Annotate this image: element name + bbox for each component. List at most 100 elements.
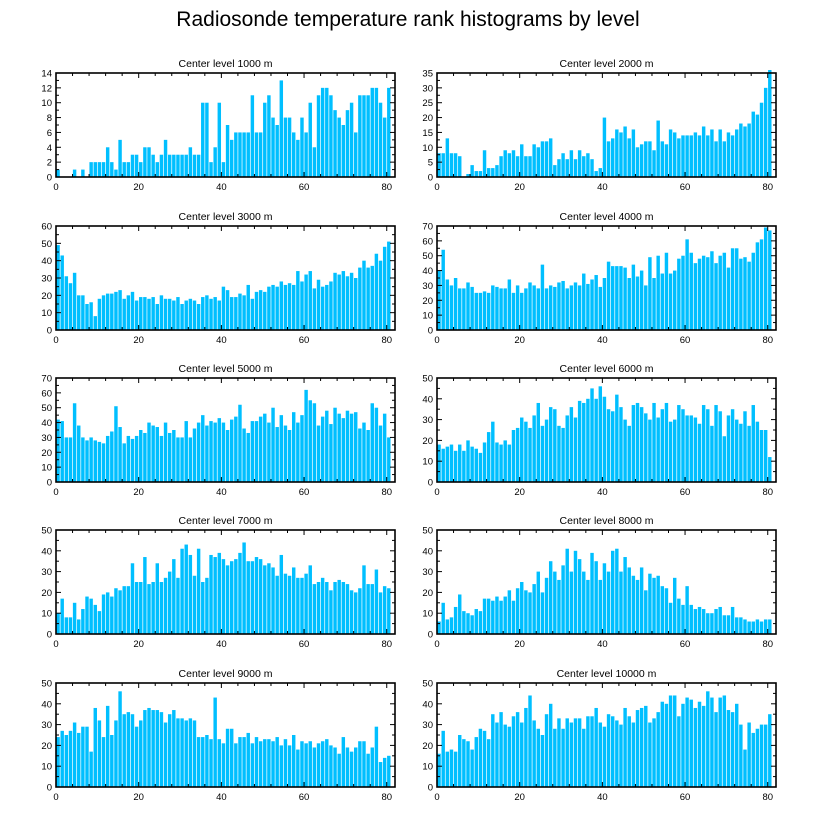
histogram-bar bbox=[225, 125, 230, 177]
histogram-bar bbox=[316, 743, 321, 787]
x-tick-label: 60 bbox=[299, 792, 310, 803]
histogram-bar bbox=[176, 718, 180, 787]
histogram-bar bbox=[196, 737, 201, 787]
histogram-bar bbox=[279, 554, 284, 634]
histogram-bar bbox=[528, 695, 532, 787]
histogram-bar bbox=[499, 444, 503, 482]
histogram-bar bbox=[316, 425, 321, 482]
histogram-bar bbox=[234, 743, 238, 787]
histogram-bar bbox=[615, 720, 619, 787]
histogram-bar bbox=[768, 619, 772, 634]
x-tick-label: 20 bbox=[133, 182, 144, 193]
histogram-bar bbox=[201, 737, 205, 787]
histogram-bar bbox=[320, 741, 325, 787]
histogram-bar bbox=[118, 691, 122, 787]
histogram-bar bbox=[619, 407, 623, 482]
histogram-bar bbox=[486, 292, 491, 330]
histogram-bar bbox=[491, 600, 495, 634]
y-tick-label: 30 bbox=[422, 415, 433, 426]
histogram-bar bbox=[180, 548, 184, 634]
histogram-bar bbox=[544, 577, 549, 634]
x-tick-label: 80 bbox=[762, 182, 773, 193]
histogram-bar bbox=[188, 718, 193, 787]
histogram-bar bbox=[320, 577, 325, 634]
y-tick-label: 40 bbox=[41, 418, 52, 429]
histogram-bar bbox=[378, 592, 383, 634]
histogram-bar bbox=[308, 565, 312, 634]
histogram-bar bbox=[739, 423, 743, 482]
histogram-bar bbox=[755, 728, 760, 787]
histogram-bar bbox=[759, 239, 764, 330]
histogram-bar bbox=[495, 165, 499, 177]
histogram-bar bbox=[97, 298, 102, 330]
histogram-bar bbox=[139, 297, 143, 330]
panel: Center level 4000 m 0 20 40 60 80 0 10 20 30 40 50 6… bbox=[422, 211, 777, 346]
histogram-bar bbox=[77, 732, 81, 787]
y-tick-label: 4 bbox=[47, 143, 52, 154]
histogram-bar bbox=[341, 737, 346, 787]
histogram-bar bbox=[382, 413, 387, 482]
histogram-bar bbox=[437, 753, 441, 787]
histogram-bar bbox=[718, 606, 722, 634]
y-tick-label: 10 bbox=[422, 609, 433, 620]
histogram-bar bbox=[312, 288, 317, 330]
x-tick-label: 60 bbox=[680, 335, 691, 346]
y-tick-label: 10 bbox=[41, 762, 52, 773]
y-tick-label: 0 bbox=[47, 326, 52, 337]
histogram-bar bbox=[453, 153, 458, 177]
histogram-bar bbox=[101, 737, 106, 787]
histogram-bar bbox=[172, 430, 176, 482]
histogram-bar bbox=[296, 749, 300, 787]
histogram-bar bbox=[238, 737, 242, 787]
histogram-bar bbox=[250, 298, 255, 330]
histogram-bar bbox=[341, 582, 346, 634]
histogram-bar bbox=[532, 415, 536, 482]
histogram-bar bbox=[668, 273, 673, 330]
histogram-bar bbox=[188, 554, 193, 634]
histogram-bar bbox=[590, 279, 594, 330]
histogram-bar bbox=[499, 712, 503, 787]
histogram-bar bbox=[163, 139, 168, 177]
histogram-bar bbox=[639, 707, 644, 787]
x-tick-label: 80 bbox=[762, 792, 773, 803]
histogram-bar bbox=[594, 707, 598, 787]
histogram-bar bbox=[726, 132, 731, 177]
histogram-bar bbox=[316, 582, 321, 634]
panel: Center level 6000 m 0 20 40 60 80 0 10 20 30 40 50 bbox=[422, 363, 777, 498]
histogram-bar bbox=[524, 590, 528, 634]
histogram-bar bbox=[89, 751, 93, 787]
histogram-bar bbox=[217, 739, 222, 787]
y-tick-label: 30 bbox=[422, 567, 433, 578]
histogram-bar bbox=[664, 252, 669, 330]
histogram-bar bbox=[304, 743, 308, 787]
x-tick-label: 80 bbox=[762, 335, 773, 346]
histogram-bar bbox=[540, 592, 545, 634]
histogram-bar bbox=[246, 561, 250, 634]
histogram-bar bbox=[139, 582, 143, 634]
histogram-bar bbox=[507, 444, 512, 482]
histogram-bar bbox=[602, 117, 607, 177]
y-tick-label: 40 bbox=[422, 699, 433, 710]
histogram-bar bbox=[271, 567, 275, 634]
histogram-bar bbox=[648, 257, 652, 330]
histogram-bar bbox=[656, 575, 660, 634]
histogram-bar bbox=[68, 617, 73, 634]
histogram-bar bbox=[482, 291, 487, 330]
y-tick-label: 10 bbox=[422, 143, 433, 154]
histogram-bar bbox=[445, 751, 450, 787]
y-tick-label: 20 bbox=[41, 291, 52, 302]
histogram-bar bbox=[337, 579, 341, 634]
histogram-bar bbox=[615, 394, 619, 482]
histogram-bar bbox=[503, 596, 507, 634]
histogram-bar bbox=[635, 402, 640, 482]
histogram-bar bbox=[714, 609, 718, 634]
histogram-bar bbox=[345, 276, 350, 330]
histogram-bar bbox=[254, 291, 259, 330]
histogram-bar bbox=[515, 285, 520, 330]
y-tick-label: 0 bbox=[428, 173, 433, 184]
histogram-bar bbox=[258, 741, 263, 787]
histogram-bar bbox=[362, 422, 366, 482]
histogram-bar bbox=[221, 286, 226, 330]
histogram-bar bbox=[491, 285, 495, 330]
x-tick-label: 40 bbox=[597, 639, 608, 650]
